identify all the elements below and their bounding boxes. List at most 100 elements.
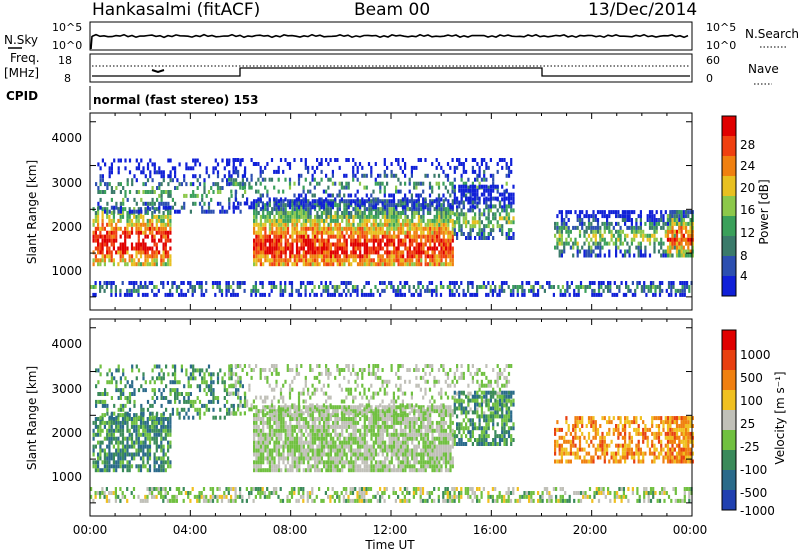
power-cell	[572, 246, 574, 250]
power-cell	[341, 186, 343, 190]
power-cell	[556, 230, 558, 234]
power-cell	[300, 227, 302, 231]
power-cell	[397, 190, 399, 194]
velocity-cell	[100, 400, 102, 404]
velocity-cell	[339, 453, 341, 457]
velocity-cell	[291, 453, 293, 457]
power-cell	[312, 231, 314, 235]
power-cell	[194, 174, 196, 178]
velocity-cell	[285, 421, 287, 425]
power-cell	[145, 202, 147, 206]
power-cell	[382, 207, 384, 211]
velocity-cell	[163, 456, 165, 460]
power-cell	[364, 258, 366, 262]
power-cell	[212, 285, 214, 289]
power-cell	[440, 215, 442, 219]
power-cell	[230, 285, 232, 289]
power-cell	[427, 219, 429, 223]
power-cell	[260, 243, 262, 247]
power-cell	[135, 247, 137, 251]
power-cell	[690, 218, 692, 222]
power-cell	[181, 206, 183, 210]
power-cell	[418, 207, 420, 211]
power-cell	[393, 215, 395, 219]
power-cell	[433, 289, 435, 293]
velocity-cell	[307, 441, 309, 445]
power-cell	[323, 190, 325, 194]
power-cell	[201, 285, 203, 289]
velocity-cell	[237, 380, 239, 384]
power-cell	[377, 223, 379, 227]
power-cell	[126, 293, 128, 297]
velocity-cell	[276, 429, 278, 433]
power-cell	[372, 293, 374, 297]
power-cell	[233, 162, 235, 166]
power-cell	[285, 247, 287, 251]
power-cell	[562, 293, 564, 297]
velocity-cell	[111, 464, 113, 468]
power-cell	[456, 208, 458, 212]
power-cell	[158, 231, 160, 235]
power-cell	[447, 223, 449, 227]
power-cell	[332, 258, 334, 262]
power-cell	[440, 262, 442, 266]
power-cell	[140, 262, 142, 266]
power-cell	[377, 227, 379, 231]
power-cell	[603, 281, 605, 285]
power-cell	[111, 250, 113, 254]
power-cell	[647, 218, 649, 222]
power-cell	[402, 243, 404, 247]
power-cell	[375, 211, 377, 215]
power-cell	[352, 247, 354, 251]
power-cell	[126, 211, 128, 215]
power-cell	[429, 182, 431, 186]
power-cell	[368, 262, 370, 266]
power-cell	[102, 174, 104, 178]
power-cell	[488, 212, 490, 216]
velocity-cell	[264, 445, 266, 449]
power-cell	[366, 174, 368, 178]
velocity-cell	[323, 413, 325, 417]
power-cell	[300, 285, 302, 289]
power-cell	[300, 158, 302, 162]
power-cell	[429, 207, 431, 211]
power-cell	[149, 190, 151, 194]
power-cell	[289, 219, 291, 223]
power-cell	[264, 227, 266, 231]
velocity-cell	[138, 388, 140, 392]
power-cell	[140, 198, 142, 202]
power-cell	[124, 293, 126, 297]
power-cell	[160, 281, 162, 285]
power-cell	[217, 190, 219, 194]
power-cell	[413, 182, 415, 186]
power-cell	[481, 285, 483, 289]
power-cell	[339, 194, 341, 198]
velocity-cell	[115, 464, 117, 468]
power-cell	[604, 214, 606, 218]
power-cell	[163, 223, 165, 227]
power-cell	[305, 207, 307, 211]
power-cell	[561, 250, 563, 254]
power-cell	[289, 247, 291, 251]
velocity-cell	[285, 437, 287, 441]
power-cell	[624, 214, 626, 218]
power-cell	[364, 239, 366, 243]
power-cell	[488, 232, 490, 236]
power-cell	[615, 222, 617, 226]
power-cell	[479, 170, 481, 174]
velocity-cell	[190, 404, 192, 408]
power-cell	[365, 281, 367, 285]
power-cell	[110, 293, 112, 297]
velocity-cell	[314, 425, 316, 429]
power-cell	[626, 234, 628, 238]
power-cell	[676, 246, 678, 250]
velocity-cell	[135, 441, 137, 445]
power-cell	[350, 243, 352, 247]
velocity-panel: Slant Range [km] 1000 2000 3000 4000 Vel…	[25, 319, 787, 518]
power-cell	[145, 174, 147, 178]
power-cell	[235, 197, 237, 201]
power-cell	[294, 211, 296, 215]
power-cbar-tick-12: 12	[740, 226, 755, 240]
power-cell	[508, 204, 510, 208]
power-cell	[133, 223, 135, 227]
